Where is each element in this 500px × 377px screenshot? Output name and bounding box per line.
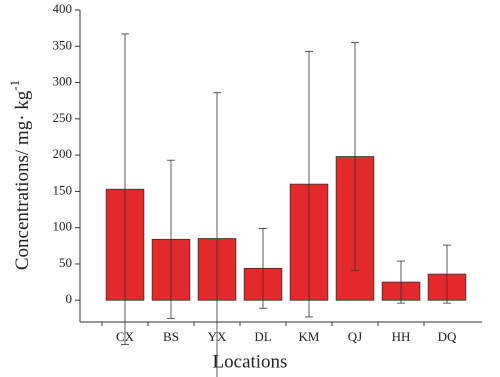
x-axis-label: Locations	[213, 351, 288, 372]
y-tick-label: 350	[53, 37, 73, 52]
y-tick-label: 200	[53, 146, 73, 161]
x-tick-label: BS	[163, 329, 179, 344]
x-tick-label: DQ	[438, 329, 457, 344]
y-axis-label-main: Concentrations/ mg· kg	[12, 90, 33, 270]
y-tick-label: 250	[53, 110, 73, 125]
y-tick-label: 0	[66, 291, 73, 306]
x-tick-label: DL	[254, 329, 271, 344]
y-tick-label: 100	[53, 219, 73, 234]
y-tick-label: 300	[53, 74, 73, 89]
y-tick-label: 50	[59, 255, 72, 270]
y-axis-label: Concentrations/ mg· kg-1	[7, 80, 33, 270]
y-axis-label-sup: -1	[7, 80, 22, 91]
y-tick-label: 400	[53, 1, 73, 16]
x-tick-label: QJ	[348, 329, 362, 344]
x-tick-label: HH	[392, 329, 411, 344]
x-tick-label: KM	[299, 329, 320, 344]
y-tick-label: 150	[53, 182, 73, 197]
